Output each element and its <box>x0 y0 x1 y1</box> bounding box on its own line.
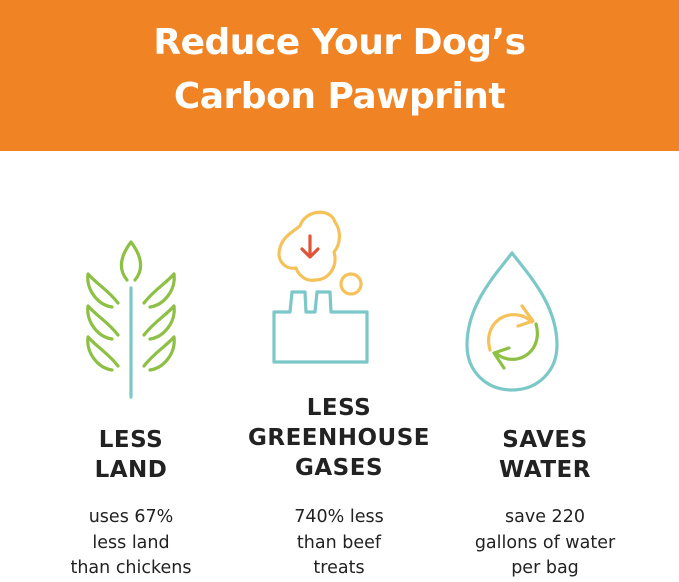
wheat-plant-icon <box>86 240 176 399</box>
heading-line: WATER <box>499 457 591 483</box>
title-line-1: Reduce Your Dog’s <box>153 22 526 63</box>
heading: SAVES WATER <box>435 425 655 485</box>
description-line: uses 67% <box>88 507 174 527</box>
description: uses 67% less land than chickens <box>21 505 241 582</box>
description-line: treats <box>313 558 365 578</box>
column-less-greenhouse-gases: LESS GREENHOUSE GASES 740% less than bee… <box>229 393 449 582</box>
heading: LESS GREENHOUSE GASES <box>229 393 449 483</box>
title-line-2: Carbon Pawprint <box>173 76 506 117</box>
column-saves-water: SAVES WATER save 220 gallons of water pe… <box>435 425 655 582</box>
description-line: gallons of water <box>474 532 616 553</box>
header-banner <box>0 0 679 151</box>
column-less-land: LESS LAND uses 67% less land than chicke… <box>21 425 241 582</box>
description-line: than chickens <box>70 558 192 578</box>
heading-line: LAND <box>94 457 168 483</box>
description: save 220 gallons of water per bag <box>435 505 655 582</box>
description-line: less land <box>92 532 170 553</box>
water-drop-recycle-icon <box>465 251 559 392</box>
heading-line: GASES <box>294 455 384 481</box>
description-line: per bag <box>511 558 579 578</box>
heading-line: LESS <box>98 427 164 453</box>
heading-line: LESS <box>306 395 372 421</box>
heading: LESS LAND <box>21 425 241 485</box>
heading-line: SAVES <box>502 427 588 453</box>
heading-line: GREENHOUSE <box>247 425 430 451</box>
description: 740% less than beef treats <box>229 505 449 582</box>
description-line: than beef <box>296 532 382 553</box>
description-line: save 220 <box>505 507 585 527</box>
factory-emissions-icon <box>272 210 369 364</box>
description-line: 740% less <box>294 507 384 527</box>
